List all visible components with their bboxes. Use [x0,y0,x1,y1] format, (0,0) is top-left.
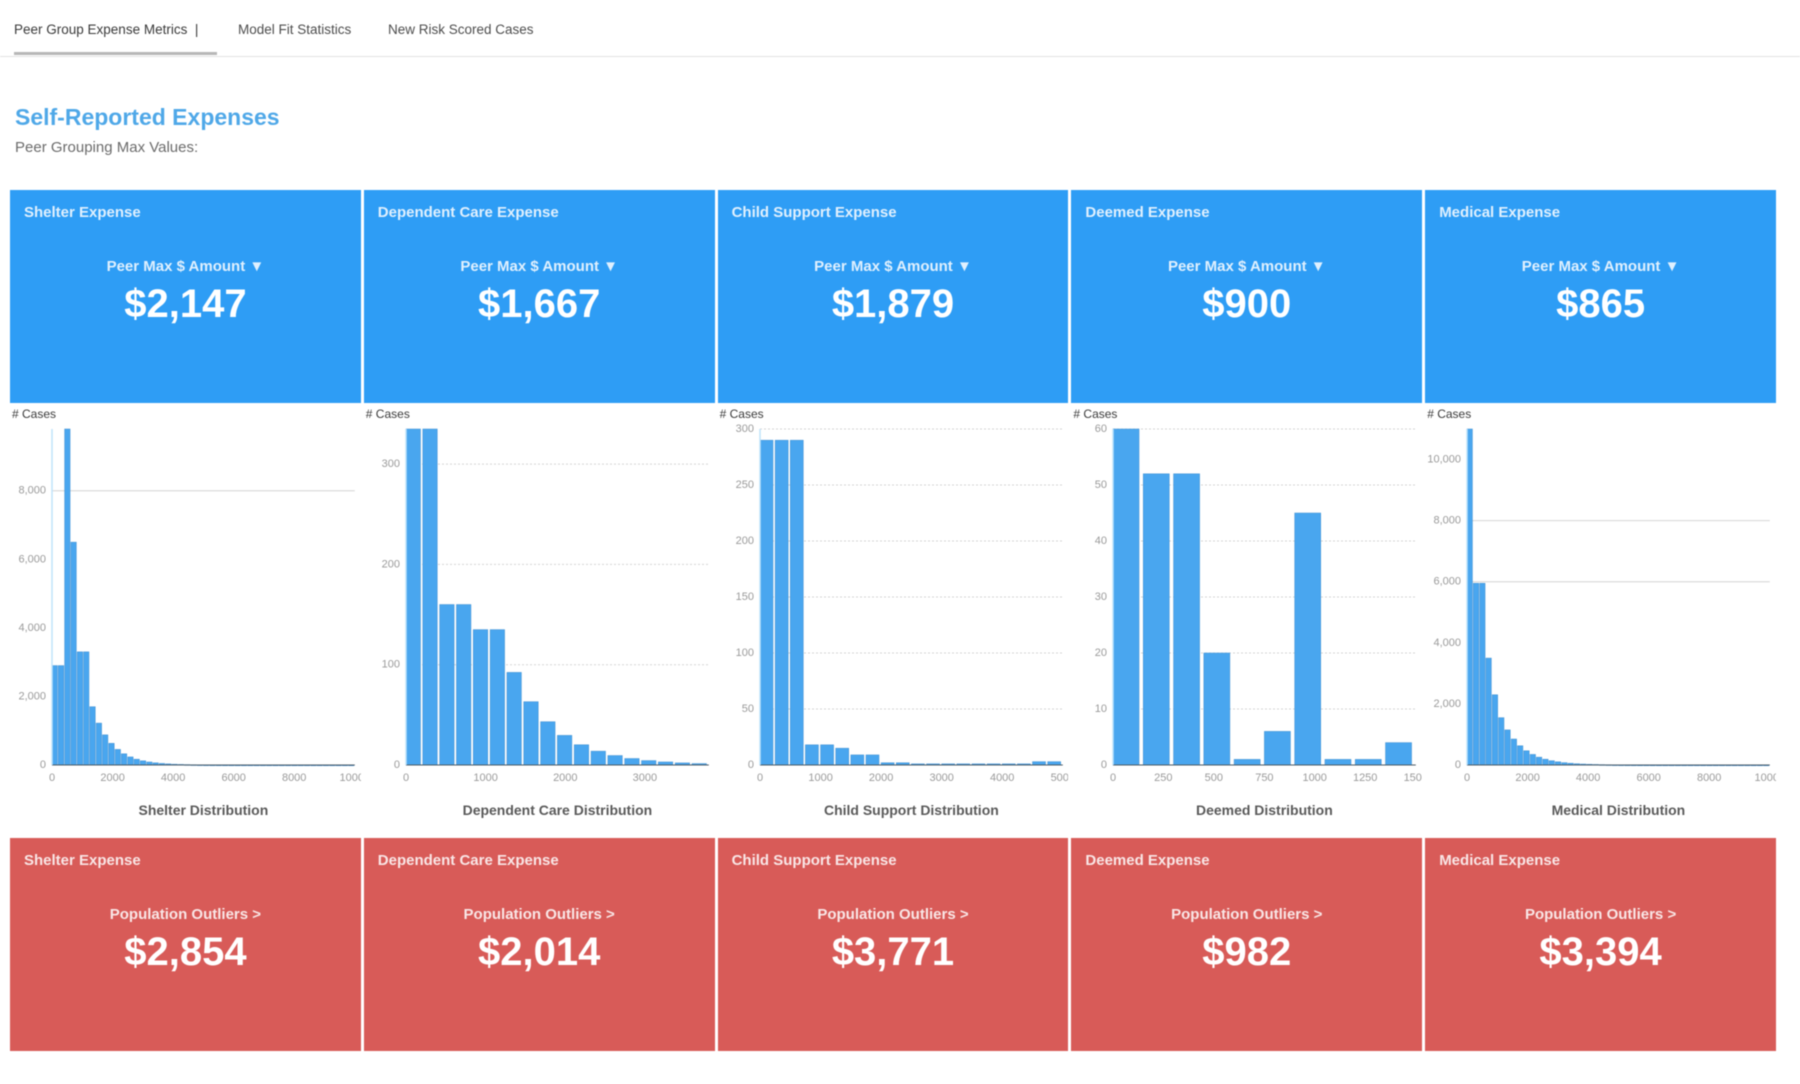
svg-text:250: 250 [735,479,753,491]
svg-text:10,000: 10,000 [1428,454,1462,466]
svg-text:300: 300 [381,458,399,470]
svg-text:Dependent Care Distribution: Dependent Care Distribution [462,802,652,818]
svg-text:3000: 3000 [632,772,656,784]
svg-text:2000: 2000 [868,772,892,784]
svg-text:6,000: 6,000 [18,553,46,565]
svg-text:8000: 8000 [1697,772,1721,784]
svg-text:100: 100 [735,647,753,659]
svg-text:250: 250 [1155,772,1173,784]
svg-text:2,000: 2,000 [18,690,46,702]
svg-text:4,000: 4,000 [1434,637,1462,649]
svg-text:1000: 1000 [473,772,497,784]
svg-text:0: 0 [403,772,409,784]
svg-text:750: 750 [1256,772,1274,784]
svg-text:Deemed Distribution: Deemed Distribution [1196,802,1333,818]
svg-text:1000: 1000 [808,772,832,784]
svg-text:2000: 2000 [100,772,124,784]
svg-text:1000: 1000 [1303,772,1327,784]
svg-text:1500: 1500 [1404,772,1422,784]
svg-text:20: 20 [1095,647,1107,659]
svg-text:Shelter Distribution: Shelter Distribution [139,802,269,818]
svg-text:0: 0 [1455,759,1461,771]
svg-text:0: 0 [747,759,753,771]
svg-text:8000: 8000 [282,772,306,784]
svg-text:30: 30 [1095,591,1107,603]
svg-text:300: 300 [735,423,753,435]
svg-text:500: 500 [1205,772,1223,784]
svg-text:4,000: 4,000 [18,622,46,634]
svg-text:10: 10 [1095,703,1107,715]
svg-text:2,000: 2,000 [1434,698,1462,710]
svg-text:6,000: 6,000 [1434,576,1462,588]
svg-text:0: 0 [40,759,46,771]
svg-text:200: 200 [381,558,399,570]
svg-text:2000: 2000 [553,772,577,784]
svg-text:0: 0 [394,759,400,771]
svg-text:8,000: 8,000 [18,485,46,497]
svg-text:1250: 1250 [1353,772,1377,784]
svg-text:5000: 5000 [1050,772,1068,784]
svg-text:50: 50 [1095,479,1107,491]
svg-text:8,000: 8,000 [1434,515,1462,527]
svg-text:40: 40 [1095,535,1107,547]
svg-text:0: 0 [757,772,763,784]
svg-text:0: 0 [1101,759,1107,771]
svg-text:10000: 10000 [1755,772,1776,784]
svg-text:Medical Distribution: Medical Distribution [1552,802,1686,818]
svg-text:6000: 6000 [221,772,245,784]
svg-text:60: 60 [1095,423,1107,435]
svg-text:0: 0 [49,772,55,784]
svg-text:200: 200 [735,535,753,547]
svg-text:0: 0 [1464,772,1470,784]
svg-text:50: 50 [741,703,753,715]
svg-text:4000: 4000 [990,772,1014,784]
svg-text:10000: 10000 [340,772,361,784]
svg-text:0: 0 [1110,772,1116,784]
svg-text:100: 100 [381,659,399,671]
svg-text:6000: 6000 [1637,772,1661,784]
svg-text:3000: 3000 [929,772,953,784]
svg-text:Child Support Distribution: Child Support Distribution [824,802,999,818]
svg-text:2000: 2000 [1516,772,1540,784]
svg-text:4000: 4000 [161,772,185,784]
svg-text:150: 150 [735,591,753,603]
svg-text:4000: 4000 [1576,772,1600,784]
